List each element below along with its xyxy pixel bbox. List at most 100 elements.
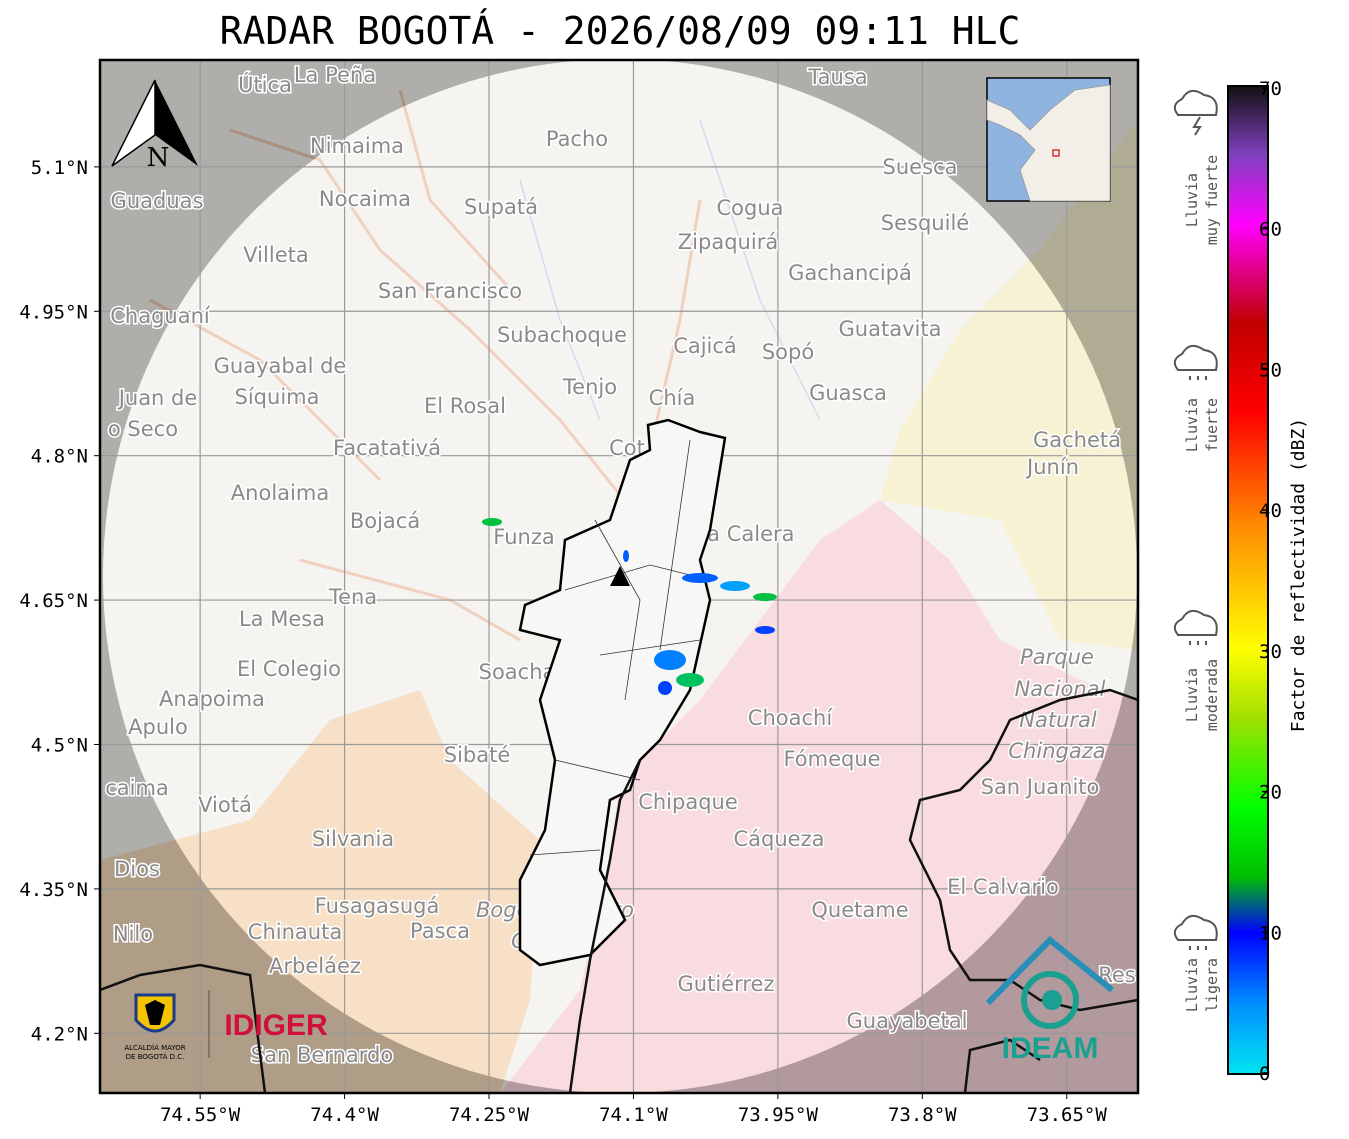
place-label: Cáqueza <box>734 827 825 851</box>
place-label: Funza <box>493 525 554 549</box>
place-label: Zipaquirá <box>678 230 778 254</box>
title: RADAR BOGOTÁ - 2026/08/09 09:11 HLC <box>220 9 1021 53</box>
rain-category: Lluvia <box>1183 398 1201 452</box>
place-label: Natural <box>1019 708 1097 732</box>
roads <box>149 89 702 642</box>
place-label: La Peña <box>294 63 376 87</box>
weather-icon <box>1173 344 1218 371</box>
place-label: o Seco <box>108 417 178 441</box>
map-frame <box>98 58 1140 1095</box>
place-label: Silvania <box>312 827 394 851</box>
place-label: Anapoima <box>159 687 265 711</box>
radar-site <box>610 566 630 586</box>
place-label: Tenjo <box>562 375 617 399</box>
logo-text: ALCALDÍA MAYOR <box>124 1043 185 1052</box>
echo <box>658 681 672 695</box>
colorbar-tick-label: 60 <box>1259 219 1282 241</box>
echo <box>623 550 629 562</box>
rain-category: fuerte <box>1203 398 1221 452</box>
echo <box>654 650 686 670</box>
weather-drops <box>1189 946 1207 950</box>
weather-icon <box>1173 89 1218 116</box>
weather-icon <box>1173 914 1218 941</box>
place-label: Síquima <box>235 385 320 409</box>
place-label: El Rosal <box>424 394 506 418</box>
place-label: Pasca <box>410 919 470 943</box>
place-label: Gachetá <box>1033 428 1121 452</box>
place-label: Chinauta <box>248 920 342 944</box>
place-label: Chingaza <box>1008 739 1105 763</box>
place-label: Guatavita <box>839 317 942 341</box>
place-label: Sibaté <box>444 743 511 767</box>
x-tick-label: 74.1°W <box>599 1104 668 1126</box>
rain-category: moderada <box>1203 659 1221 731</box>
weather-drops <box>1192 116 1202 136</box>
place-label: Arbeláez <box>269 954 361 978</box>
place-label: Quetame <box>811 898 908 922</box>
place-label: Chaguaní <box>110 304 211 328</box>
place-label: Junín <box>1025 455 1079 479</box>
echo <box>482 518 502 526</box>
rain-category: muy fuerte <box>1203 155 1221 245</box>
colorbar-tick-label: 0 <box>1259 1063 1270 1085</box>
rain-category: Lluvia <box>1183 668 1201 722</box>
place-label: Supatá <box>464 195 538 219</box>
place-label: Facatativá <box>333 436 441 460</box>
x-tick-label: 74.55°W <box>160 1104 241 1126</box>
place-label: Gachancipá <box>788 261 912 285</box>
map: Útica La Peña Tausa Pacho Nimaima Guaduas Noca… <box>100 60 1138 1093</box>
place-label: caima <box>105 776 169 800</box>
place-label: Tena <box>328 585 377 609</box>
x-tick-label: 73.8°W <box>888 1104 957 1126</box>
x-tick-label: 74.25°W <box>449 1104 530 1126</box>
y-tick-label: 4.2°N <box>31 1023 88 1045</box>
colorbar-tick-label: 40 <box>1259 500 1282 522</box>
echo <box>720 581 750 591</box>
place-label: Guayabal de <box>214 354 347 378</box>
place-label: Cajicá <box>673 334 737 358</box>
place-label: Chía <box>649 386 696 410</box>
localities <box>529 439 711 856</box>
radar-echoes <box>482 518 777 695</box>
place-label: Útica <box>238 72 292 97</box>
place-label: Nimaima <box>310 134 404 158</box>
logo-ideam: IDEAM <box>985 935 1114 1065</box>
x-tick-label: 73.65°W <box>1027 1104 1108 1126</box>
logo-idiger: IDIGER <box>224 1009 328 1042</box>
colorbar <box>1227 85 1269 1075</box>
colorbar-tick-label: 50 <box>1259 359 1282 381</box>
colorbar-tick-label: 20 <box>1259 782 1282 804</box>
swirl-core <box>1042 990 1062 1010</box>
place-label: Guasca <box>809 381 887 405</box>
inset-marker <box>1052 149 1060 157</box>
place-label: Suesca <box>883 155 958 179</box>
region-orange <box>100 690 540 1093</box>
place-label: San Francisco <box>378 279 522 303</box>
place-label: Nilo <box>113 922 153 946</box>
weather-icon <box>1173 609 1218 636</box>
logo-alcaldia: ALCALDÍA MAYOR DE BOGOTÁ D.C. IDIGER <box>124 990 328 1061</box>
region-pink <box>500 500 1138 1093</box>
place-label: Dios <box>114 857 160 881</box>
place-label: El Calvario <box>947 875 1059 899</box>
place-label: Pacho <box>546 127 608 151</box>
rain-category: Lluvia <box>1183 173 1201 227</box>
place-label: La Mesa <box>239 607 325 631</box>
place-label: Viotá <box>198 793 252 817</box>
place-label: Nocaima <box>319 187 411 211</box>
swirl <box>1021 971 1079 1029</box>
y-tick-label: 4.35°N <box>19 879 88 901</box>
x-tick-label: 73.95°W <box>738 1104 819 1126</box>
y-tick-label: 4.95°N <box>19 301 88 323</box>
echo <box>753 593 777 601</box>
roof <box>985 935 1114 1006</box>
place-label: San Juanito <box>981 775 1100 799</box>
rain-category: ligera <box>1203 958 1221 1012</box>
echo <box>676 673 704 687</box>
north-label: N <box>147 143 170 173</box>
colorbar-label: Factor de reflectividad (dBZ) <box>1288 418 1309 732</box>
logo-text: DE BOGOTÁ D.C. <box>126 1052 185 1061</box>
place-label: Sopó <box>762 340 814 364</box>
logo-ideam-text: IDEAM <box>1002 1032 1099 1065</box>
